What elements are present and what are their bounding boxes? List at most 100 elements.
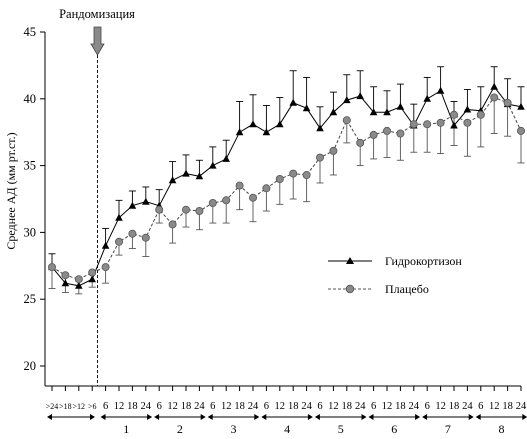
hydrocortisone-point xyxy=(369,108,378,116)
y-axis: 20 25 30 35 40 45 xyxy=(24,25,46,386)
placebo-point xyxy=(302,170,311,179)
placebo-error-bar xyxy=(477,114,485,148)
hydrocortisone-point xyxy=(423,94,431,102)
x-tick-label: 24 xyxy=(462,401,473,412)
hydrocortisone-error-bar xyxy=(262,105,270,133)
x-tick-label: 6 xyxy=(371,401,376,412)
placebo-error-bar xyxy=(463,122,471,157)
placebo-point xyxy=(275,174,284,183)
x-tick-label: 6 xyxy=(317,401,322,412)
x-tick-label: 12 xyxy=(167,401,178,412)
markers-layer xyxy=(48,82,526,289)
x-tick-label: >24 xyxy=(46,402,59,411)
hydrocortisone-point xyxy=(343,96,351,104)
hydrocortisone-error-bar xyxy=(356,70,364,97)
x-tick-label: >6 xyxy=(88,402,97,411)
placebo-error-bar xyxy=(303,174,311,203)
hydrocortisone-point xyxy=(182,169,190,177)
randomization-annotation: Рандомизация xyxy=(59,7,135,386)
x-tick-label: 18 xyxy=(288,401,299,412)
placebo-error-bar xyxy=(517,130,525,164)
day-label: 5 xyxy=(338,422,344,436)
placebo-series-line xyxy=(51,96,522,280)
placebo-error-bar xyxy=(410,124,418,153)
placebo-error-bar xyxy=(437,122,445,155)
interval-arrowhead-left xyxy=(422,414,428,420)
placebo-error-bar xyxy=(383,130,391,159)
x-tick-label: 12 xyxy=(221,401,232,412)
day-label: 7 xyxy=(445,422,451,436)
interval-arrowhead-left xyxy=(368,414,374,420)
placebo-point xyxy=(262,184,271,193)
day-label: 3 xyxy=(231,422,237,436)
x-tick-label: 6 xyxy=(103,401,108,412)
x-tick-label: >12 xyxy=(73,402,86,411)
hydrocortisone-point xyxy=(517,102,525,110)
placebo-error-bar xyxy=(396,133,404,161)
pre-randomization-interval xyxy=(47,414,95,420)
day-label: 4 xyxy=(284,422,290,436)
x-tick-label: 12 xyxy=(275,401,286,412)
placebo-error-bar xyxy=(490,97,498,134)
placebo-point xyxy=(61,271,70,280)
x-tick-label: 24 xyxy=(516,401,527,412)
hydrocortisone-point xyxy=(168,176,177,184)
hydrocortisone-point xyxy=(329,108,338,116)
interval-arrowhead-right xyxy=(361,414,367,420)
x-tick-label: 24 xyxy=(301,401,312,412)
interval-arrowhead-left xyxy=(475,414,481,420)
hydrocortisone-point xyxy=(142,197,150,205)
placebo-point xyxy=(48,263,57,272)
legend-label-hydrocortisone: Гидрокортизон xyxy=(385,254,462,268)
interval-arrowhead-right xyxy=(522,414,527,420)
y-tick-label: 20 xyxy=(24,359,37,373)
x-tick-label: 18 xyxy=(502,401,513,412)
x-tick-label: 12 xyxy=(435,401,446,412)
hydrocortisone-point xyxy=(356,92,364,100)
x-tick-label: >18 xyxy=(59,402,72,411)
placebo-point xyxy=(423,120,432,129)
interval-arrowhead-left xyxy=(207,414,213,420)
x-tick-label: 18 xyxy=(395,401,406,412)
placebo-point xyxy=(342,116,351,125)
placebo-error-bar xyxy=(329,150,337,176)
y-tick-label: 45 xyxy=(24,25,37,39)
x-tick-label: 12 xyxy=(489,401,500,412)
day-interval-arrow xyxy=(368,414,421,420)
hydrocortisone-point xyxy=(436,86,445,94)
placebo-point xyxy=(315,153,324,162)
placebo-point xyxy=(369,130,378,139)
hydrocortisone-point xyxy=(302,104,311,112)
x-tick-label: 12 xyxy=(328,401,339,412)
placebo-error-bar xyxy=(504,102,512,137)
day-interval-arrow xyxy=(261,414,313,420)
y-tick-label: 30 xyxy=(24,225,37,239)
interval-arrowhead-left xyxy=(314,414,320,420)
hydrocortisone-point xyxy=(88,275,96,283)
placebo-error-bar xyxy=(276,178,284,205)
day-interval-arrow xyxy=(154,414,206,420)
y-tick-label: 35 xyxy=(24,159,37,173)
x-tick-label: 12 xyxy=(114,401,125,412)
placebo-point xyxy=(195,206,204,215)
hydrocortisone-point xyxy=(463,105,472,113)
placebo-point xyxy=(476,110,485,119)
placebo-point xyxy=(396,129,405,138)
randomization-arrow xyxy=(90,26,105,56)
x-tick-label: 18 xyxy=(127,401,138,412)
day-label: 2 xyxy=(177,422,183,436)
y-tick-label: 25 xyxy=(24,292,37,306)
hydrocortisone-point xyxy=(115,213,123,221)
placebo-error-bar xyxy=(450,114,458,147)
hydrocortisone-error-bar xyxy=(249,94,257,125)
hydrocortisone-point xyxy=(75,281,83,289)
x-tick-label: 6 xyxy=(157,401,162,412)
interval-arrowhead-right xyxy=(147,414,153,420)
randomization-label: Рандомизация xyxy=(59,7,135,21)
x-tick-label: 6 xyxy=(425,401,430,412)
placebo-point xyxy=(289,169,298,178)
hydrocortisone-point xyxy=(450,121,458,129)
interval-arrowhead-right xyxy=(468,414,474,420)
placebo-error-bar xyxy=(423,124,431,153)
legend-marker-hydrocortisone xyxy=(346,257,354,264)
